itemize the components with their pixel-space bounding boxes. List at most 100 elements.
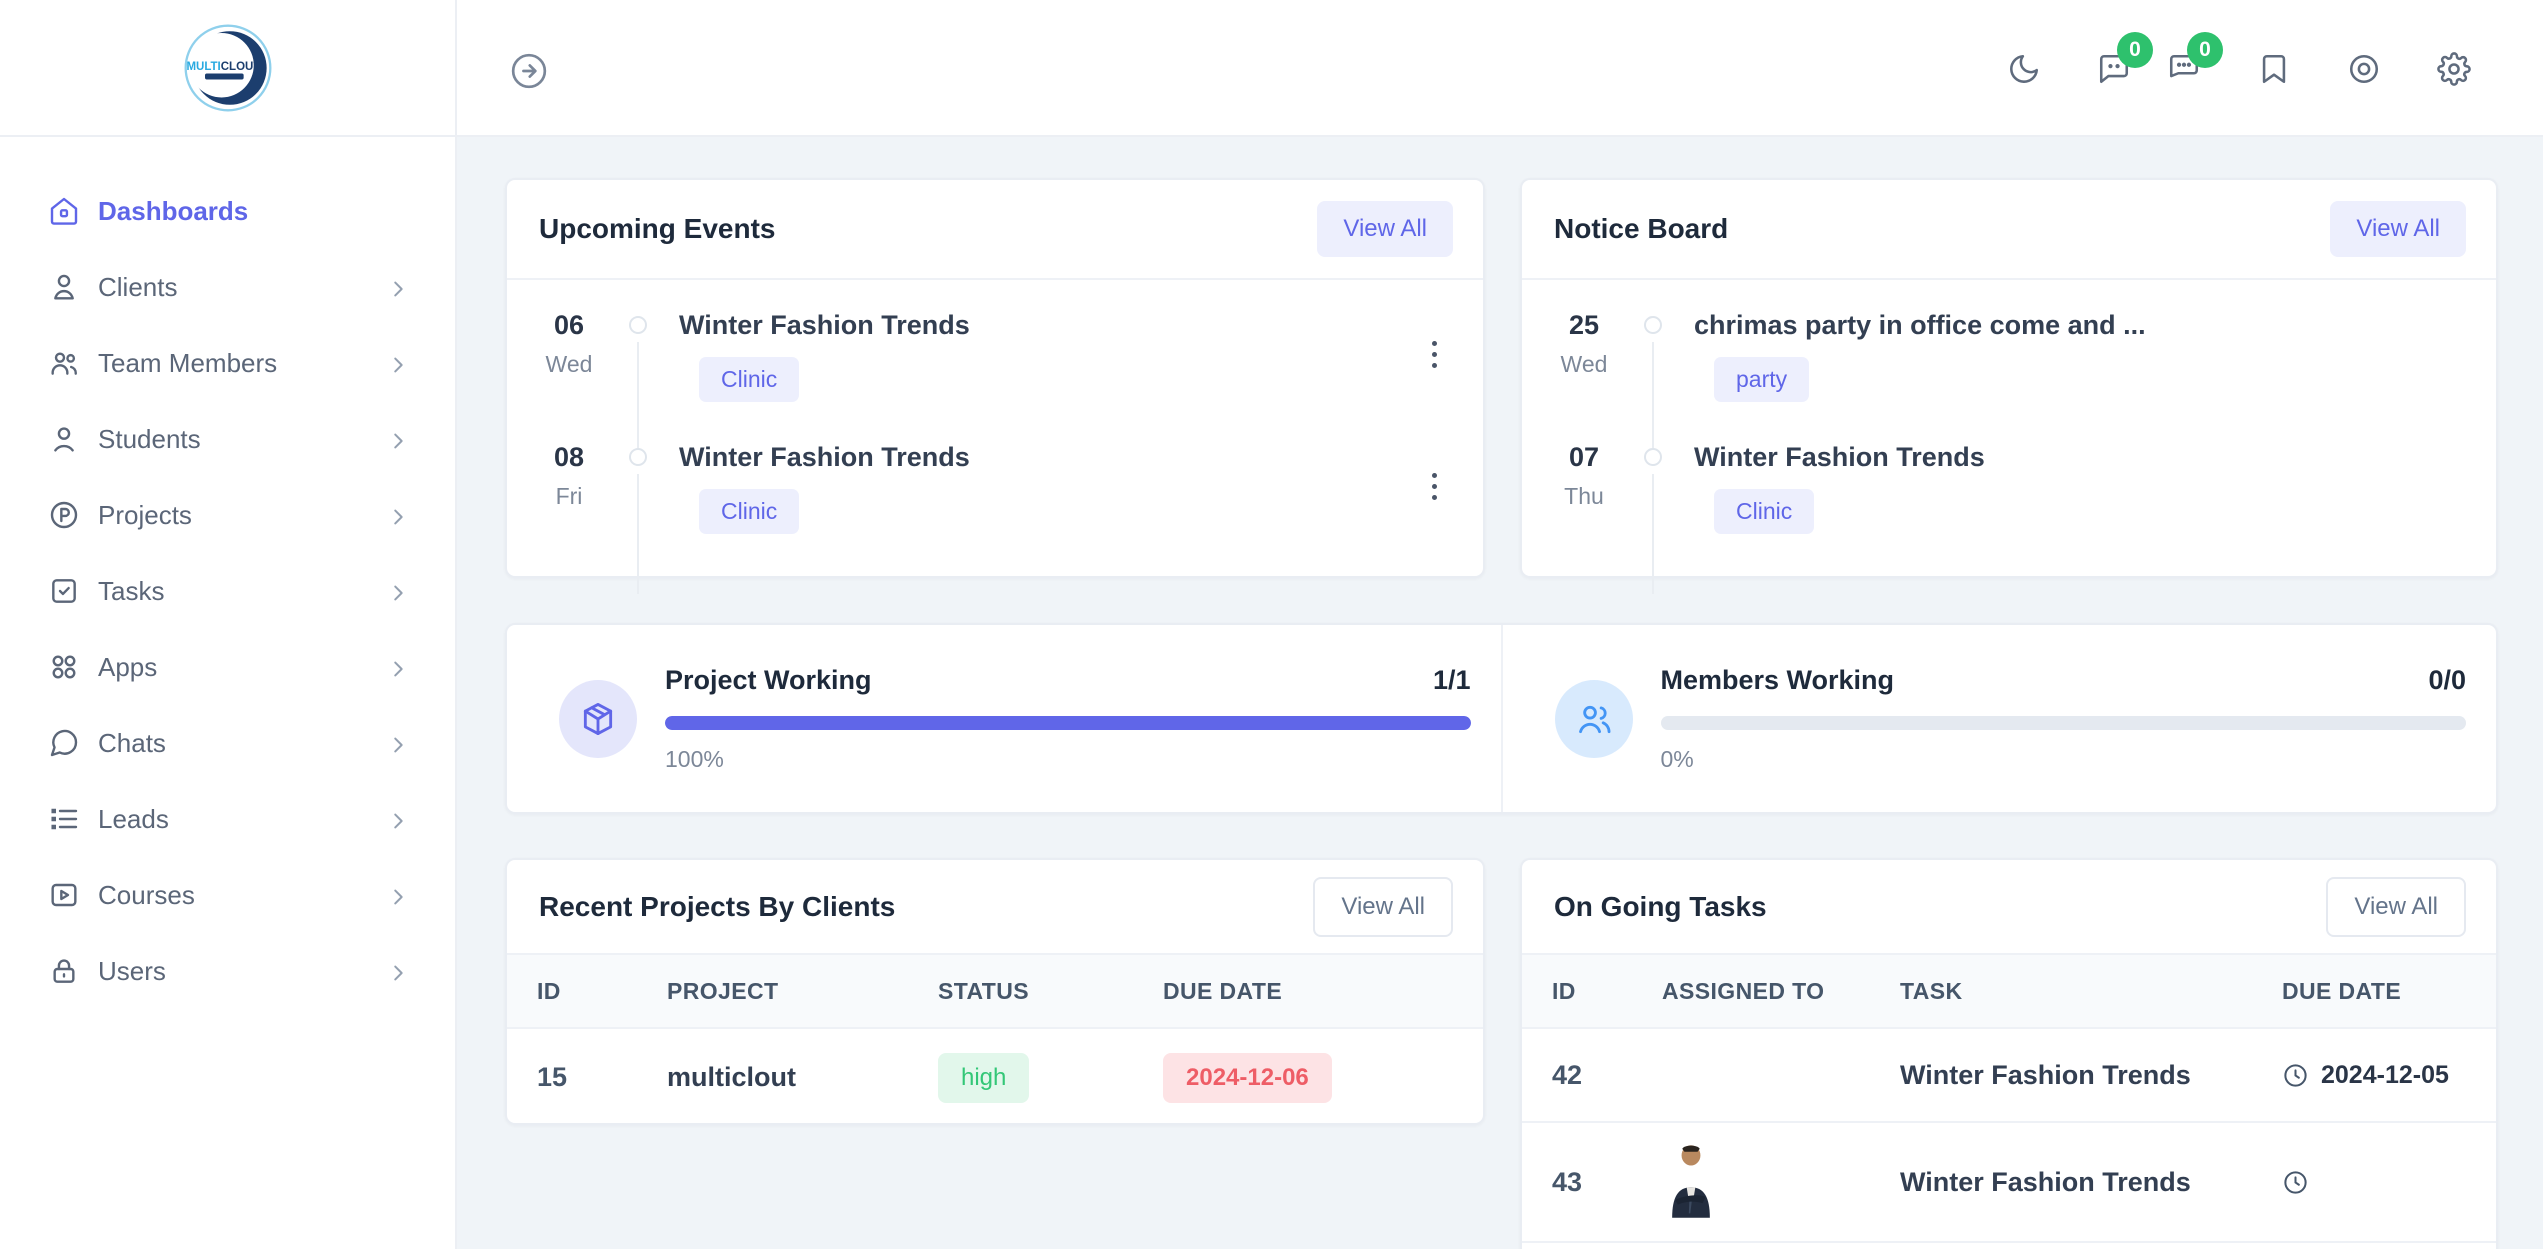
- upcoming-events-card: Upcoming Events View All 06 Wed Winter F…: [505, 178, 1485, 594]
- timeline-line: [1652, 342, 1654, 462]
- sidebar-item-label: Apps: [98, 651, 158, 682]
- sidebar-item-label: Dashboards: [98, 195, 249, 226]
- home-icon: [48, 195, 80, 227]
- logo[interactable]: MULTICLOUT: [0, 0, 455, 137]
- svg-text:MULTICLOUT: MULTICLOUT: [186, 60, 260, 72]
- user-icon: [48, 271, 80, 303]
- working-stats-card: Project Working 1/1 100% Members Working…: [505, 623, 2498, 814]
- stat-title: Project Working: [665, 664, 872, 695]
- column-header: DUE DATE: [1163, 977, 1283, 1004]
- view-all-button[interactable]: View All: [1313, 876, 1453, 937]
- sidebar: MULTICLOUT Dashboards Clients: [0, 0, 457, 1249]
- apps-grid-icon: [48, 651, 80, 683]
- card-title: Recent Projects By Clients: [539, 890, 896, 922]
- assignee-avatar: [1672, 1144, 1710, 1218]
- sidebar-item-courses[interactable]: Courses: [0, 857, 455, 933]
- card-header: Notice Board View All: [1522, 180, 2496, 280]
- stat-percent: 0%: [1660, 745, 1694, 772]
- sidebar-item-dashboards[interactable]: Dashboards: [0, 173, 455, 249]
- notice-tag-badge: Clinic: [1714, 489, 1815, 534]
- timeline-line: [1652, 474, 1654, 594]
- circle-p-icon: [48, 499, 80, 531]
- task-name-cell: Winter Fashion Trends: [1900, 1059, 2191, 1090]
- chevron-right-icon: [387, 732, 409, 754]
- chevron-right-icon: [387, 504, 409, 526]
- members-progress-track: [1660, 715, 2466, 730]
- notice-title: Winter Fashion Trends: [1694, 442, 1985, 472]
- timeline-line: [637, 342, 639, 462]
- users-group-icon: [48, 347, 80, 379]
- sidebar-item-apps[interactable]: Apps: [0, 629, 455, 705]
- check-square-icon: [48, 575, 80, 607]
- task-id-cell: 42: [1552, 1059, 1583, 1090]
- clock-icon: [2284, 1063, 2307, 1087]
- chevron-right-icon: [387, 428, 409, 450]
- chats-count-badge: 0: [2187, 31, 2223, 68]
- sidebar-item-clients[interactable]: Clients: [0, 249, 455, 325]
- users-icon: [1554, 679, 1633, 758]
- sidebar-item-label: Projects: [98, 499, 192, 530]
- event-weekday: Fri: [555, 483, 583, 509]
- card-header: Recent Projects By Clients View All: [507, 860, 1483, 955]
- event-day: 06: [553, 310, 585, 340]
- column-header: STATUS: [938, 977, 1029, 1004]
- sidebar-item-students[interactable]: Students: [0, 401, 455, 477]
- sidebar-item-label: Clients: [98, 271, 178, 302]
- sidebar-item-label: Students: [98, 423, 201, 454]
- card-header: On Going Tasks View All: [1522, 860, 2496, 955]
- concentric-circles-icon: [2349, 54, 2379, 83]
- settings-button[interactable]: [2437, 51, 2471, 86]
- focus-view-button[interactable]: [2347, 52, 2381, 86]
- dark-mode-button[interactable]: [2007, 52, 2041, 86]
- event-menu-button[interactable]: [1419, 458, 1449, 514]
- timeline-line: [637, 474, 639, 594]
- ongoing-tasks-card: On Going Tasks View All ID ASSIGNED TO T…: [1520, 858, 2498, 1249]
- column-header: TASK: [1900, 977, 1963, 1004]
- moon-icon: [2010, 54, 2039, 83]
- sidebar-item-label: Team Members: [98, 347, 278, 378]
- sidebar-item-users[interactable]: Users: [0, 933, 455, 1009]
- table-row[interactable]: 42 Winter Fashion Trends 2024-12-05: [1522, 1029, 2496, 1123]
- table-row[interactable]: 43 Winter Fashion Trends: [1522, 1123, 2496, 1243]
- bookmark-button[interactable]: [2257, 52, 2291, 86]
- task-name-cell: Winter Fashion Trends: [1900, 1166, 2191, 1197]
- stat-ratio: 1/1: [1432, 664, 1471, 695]
- sidebar-item-label: Chats: [98, 727, 166, 758]
- sidebar-toggle-button[interactable]: [510, 52, 548, 90]
- card-header: Upcoming Events View All: [507, 180, 1483, 280]
- card-title: Upcoming Events: [539, 213, 776, 244]
- event-day: 08: [553, 442, 585, 472]
- view-all-button[interactable]: View All: [1317, 201, 1453, 257]
- sidebar-item-leads[interactable]: Leads: [0, 781, 455, 857]
- multiclout-logo-icon: MULTICLOUT: [184, 24, 271, 111]
- table-row[interactable]: 15 multiclout high 2024-12-06: [507, 1029, 1483, 1126]
- event-row: 08 Fri Winter Fashion Trends Clinic: [507, 442, 1483, 594]
- timeline-dot: [629, 448, 647, 466]
- list-icon: [48, 803, 80, 835]
- sidebar-item-label: Courses: [98, 879, 195, 910]
- view-all-button[interactable]: View All: [2330, 201, 2466, 257]
- sidebar-item-team-members[interactable]: Team Members: [0, 325, 455, 401]
- project-progress-bar: [665, 715, 1471, 730]
- chats-button[interactable]: 0: [2167, 31, 2223, 86]
- bookmark-icon: [2262, 54, 2286, 83]
- sidebar-item-projects[interactable]: Projects: [0, 477, 455, 553]
- view-all-button[interactable]: View All: [2326, 876, 2466, 937]
- notice-weekday: Thu: [1564, 483, 1604, 509]
- messages-button[interactable]: 0: [2097, 31, 2153, 86]
- card-title: Notice Board: [1554, 213, 1729, 244]
- sidebar-item-chats[interactable]: Chats: [0, 705, 455, 781]
- sidebar-item-label: Tasks: [98, 575, 165, 606]
- timeline-dot: [629, 316, 647, 334]
- project-id-cell: 15: [537, 1062, 568, 1092]
- event-row: 06 Wed Winter Fashion Trends Clinic: [507, 310, 1483, 462]
- chevron-right-icon: [387, 808, 409, 830]
- event-tag-badge: Clinic: [699, 489, 800, 534]
- notice-day: 07: [1568, 442, 1600, 472]
- sidebar-item-tasks[interactable]: Tasks: [0, 553, 455, 629]
- message-circle-icon: [48, 727, 80, 759]
- project-progress-track: [665, 715, 1471, 730]
- chevron-right-icon: [387, 884, 409, 906]
- project-name-cell: multiclout: [667, 1062, 796, 1092]
- event-menu-button[interactable]: [1419, 326, 1449, 382]
